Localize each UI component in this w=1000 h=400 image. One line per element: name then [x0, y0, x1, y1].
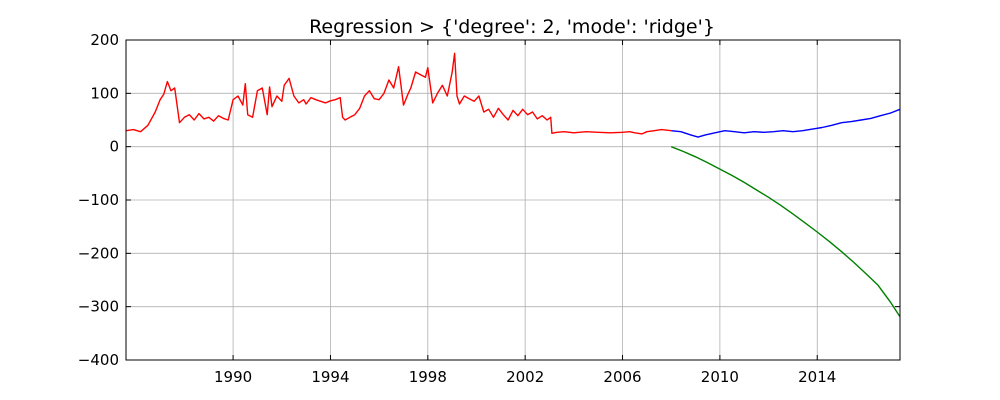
series-line-2: [671, 108, 901, 138]
chart-title: Regression > {'degree': 2, 'mode': 'ridg…: [309, 16, 715, 38]
y-tick-label: −100: [78, 191, 119, 209]
series-layer: [125, 52, 901, 318]
y-tick-label: 0: [109, 138, 119, 156]
x-tick-label: 1998: [409, 368, 447, 386]
x-tick-label: 2002: [506, 368, 544, 386]
series-line-1: [125, 52, 672, 135]
x-tick-label: 2006: [603, 368, 641, 386]
x-tick-label: 1994: [311, 368, 349, 386]
series-line-3: [670, 146, 901, 318]
y-tick-label: 100: [90, 84, 119, 102]
y-tick-label: −400: [78, 351, 119, 369]
x-tick-label: 1990: [214, 368, 252, 386]
tick-layer: 1990 1994 1998 2002 2006 2010 2014 200 100 0 −100 −…: [78, 31, 900, 386]
x-tick-label: 2010: [701, 368, 739, 386]
y-tick-label: −300: [78, 298, 119, 316]
y-tick-label: 200: [90, 31, 119, 49]
y-tick-label: −200: [78, 244, 119, 262]
x-tick-label: 2014: [798, 368, 836, 386]
grid-layer: [126, 39, 900, 361]
